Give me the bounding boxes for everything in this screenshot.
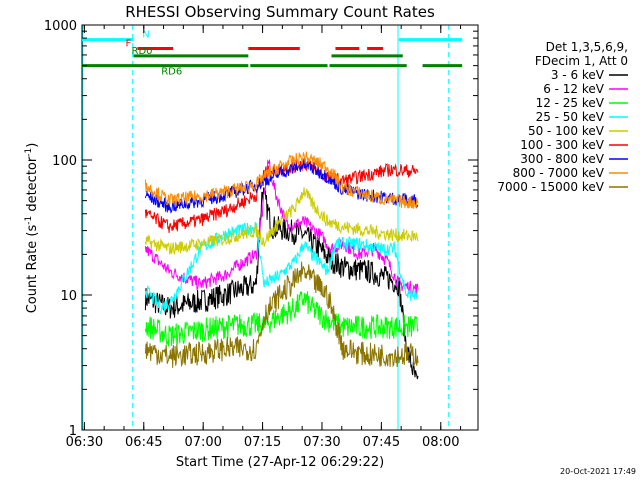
series-line	[144, 291, 419, 347]
legend: Det 1,3,5,6,9, FDecim 1, Att 0 3 - 6 keV…	[497, 40, 628, 194]
y-tick-label: 1	[69, 424, 77, 439]
y-axis-label-text2: detector	[25, 156, 40, 216]
x-tick-label: 08:00	[422, 435, 459, 450]
series-line	[144, 186, 419, 380]
flag-label-rd6: RD6	[161, 67, 182, 78]
footer-date: 20-Oct-2021 17:49	[560, 467, 636, 476]
y-axis-label-text3: )	[25, 143, 40, 148]
x-tick-label: 07:30	[303, 435, 340, 450]
series-line	[144, 222, 419, 314]
legend-label: 25 - 50 keV	[536, 110, 605, 124]
y-axis-label-sup1: -1	[24, 216, 34, 225]
legend-label: 50 - 100 keV	[528, 124, 605, 138]
legend-label: 100 - 300 keV	[520, 138, 604, 152]
y-tick-label: 100	[52, 154, 77, 169]
legend-header-2: FDecim 1, Att 0	[535, 54, 628, 68]
legend-label: 7000 - 15000 keV	[497, 180, 604, 194]
plot-frame	[81, 24, 479, 431]
y-axis-label-text1: Count Rate (s	[25, 225, 40, 314]
legend-label: 12 - 25 keV	[536, 96, 605, 110]
series-line	[144, 159, 419, 296]
y-axis: 1 10 100 1000	[44, 19, 478, 439]
legend-header-1: Det 1,3,5,6,9,	[546, 40, 628, 54]
series-line	[144, 187, 419, 255]
y-axis-label-sup2: -1	[24, 148, 34, 157]
flag-label-n: N	[142, 30, 149, 41]
flag-label-rd0: RD0	[132, 46, 153, 57]
chart-title: RHESSI Observing Summary Count Rates	[125, 3, 435, 21]
legend-label: 800 - 7000 keV	[513, 166, 605, 180]
y-axis-label: Count Rate (s-1 detector-1)	[24, 143, 40, 314]
series-line	[144, 151, 419, 209]
x-tick-label: 07:15	[244, 435, 281, 450]
legend-label: 3 - 6 keV	[551, 68, 605, 82]
series-layer	[144, 151, 419, 380]
x-tick-label: 06:30	[66, 435, 103, 450]
x-axis: 06:30 06:45 07:00 07:15 07:30 07:45 08:00	[66, 25, 462, 450]
legend-label: 300 - 800 keV	[520, 152, 604, 166]
x-tick-label: 07:00	[184, 435, 221, 450]
x-tick-label: 06:45	[125, 435, 162, 450]
x-tick-label: 07:45	[363, 435, 400, 450]
series-line	[144, 261, 419, 368]
flag-label-f: F	[126, 38, 132, 49]
legend-label: 6 - 12 keV	[543, 82, 605, 96]
y-tick-label: 1000	[44, 19, 77, 34]
x-axis-label: Start Time (27-Apr-12 06:29:22)	[176, 455, 384, 470]
series-line	[144, 157, 419, 233]
y-tick-label: 10	[60, 289, 77, 304]
